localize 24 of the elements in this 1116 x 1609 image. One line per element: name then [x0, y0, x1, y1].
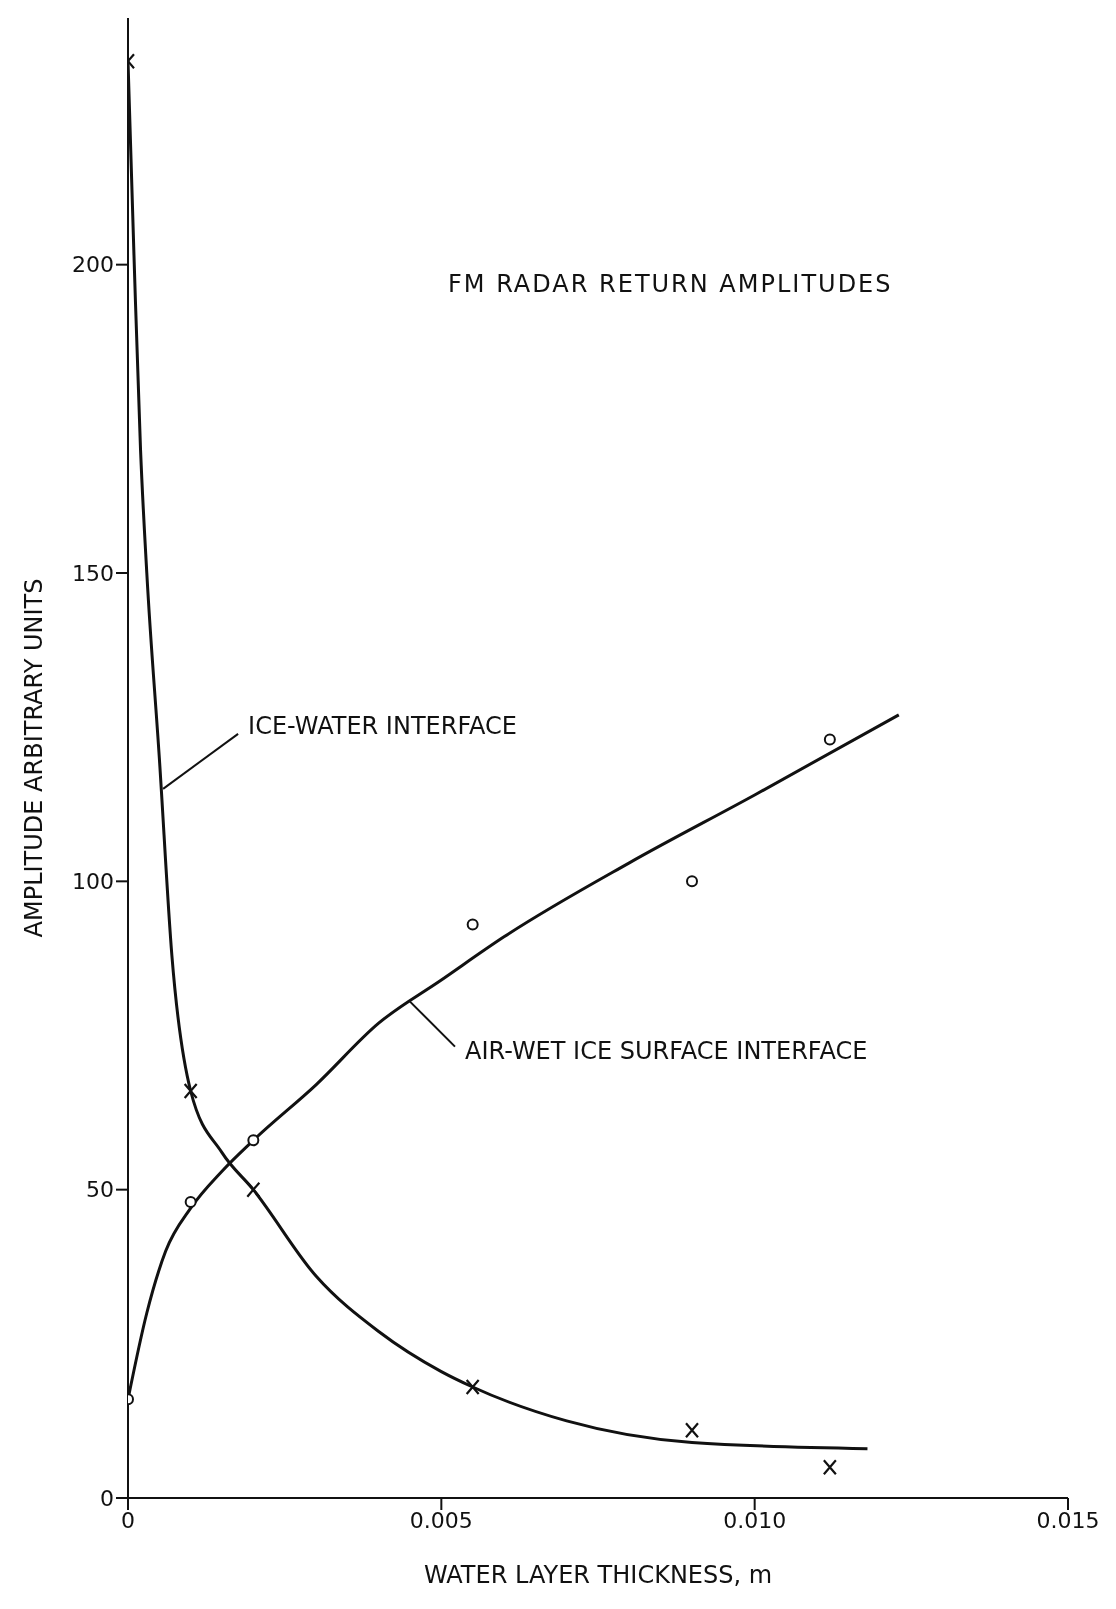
point: [686, 875, 698, 888]
point: [183, 1082, 198, 1100]
x-tick-label: 0.005: [409, 1507, 473, 1533]
y-tick-label: 100: [72, 869, 114, 895]
x-tick-label: 0: [121, 1507, 135, 1533]
x-axis-title: WATER LAYER THICKNESS, m: [423, 1561, 773, 1589]
x-tick-label: 0.010: [723, 1507, 787, 1533]
y-tick-label: 150: [72, 560, 114, 586]
point: [465, 1378, 480, 1396]
annotation: AIR-WET ICE SURFACE INTERFACE: [465, 1036, 868, 1065]
annotation: ICE-WATER INTERFACE: [248, 711, 517, 740]
point: [247, 1134, 260, 1147]
point: [822, 1459, 837, 1476]
point: [466, 918, 479, 931]
y-tick-label: 0: [100, 1485, 114, 1511]
y-tick-label: 200: [72, 252, 114, 278]
x-tick-label: 0.015: [1036, 1507, 1100, 1533]
text: FM RADAR RETURN AMPLITUDES: [448, 270, 893, 298]
point: [684, 1422, 700, 1439]
point: [184, 1196, 197, 1208]
point: [246, 1181, 261, 1198]
point: [823, 733, 836, 746]
y-axis-title: AMPLITUDE ARBITRARY UNITS: [19, 578, 48, 938]
y-tick-label: 50: [86, 1177, 114, 1203]
